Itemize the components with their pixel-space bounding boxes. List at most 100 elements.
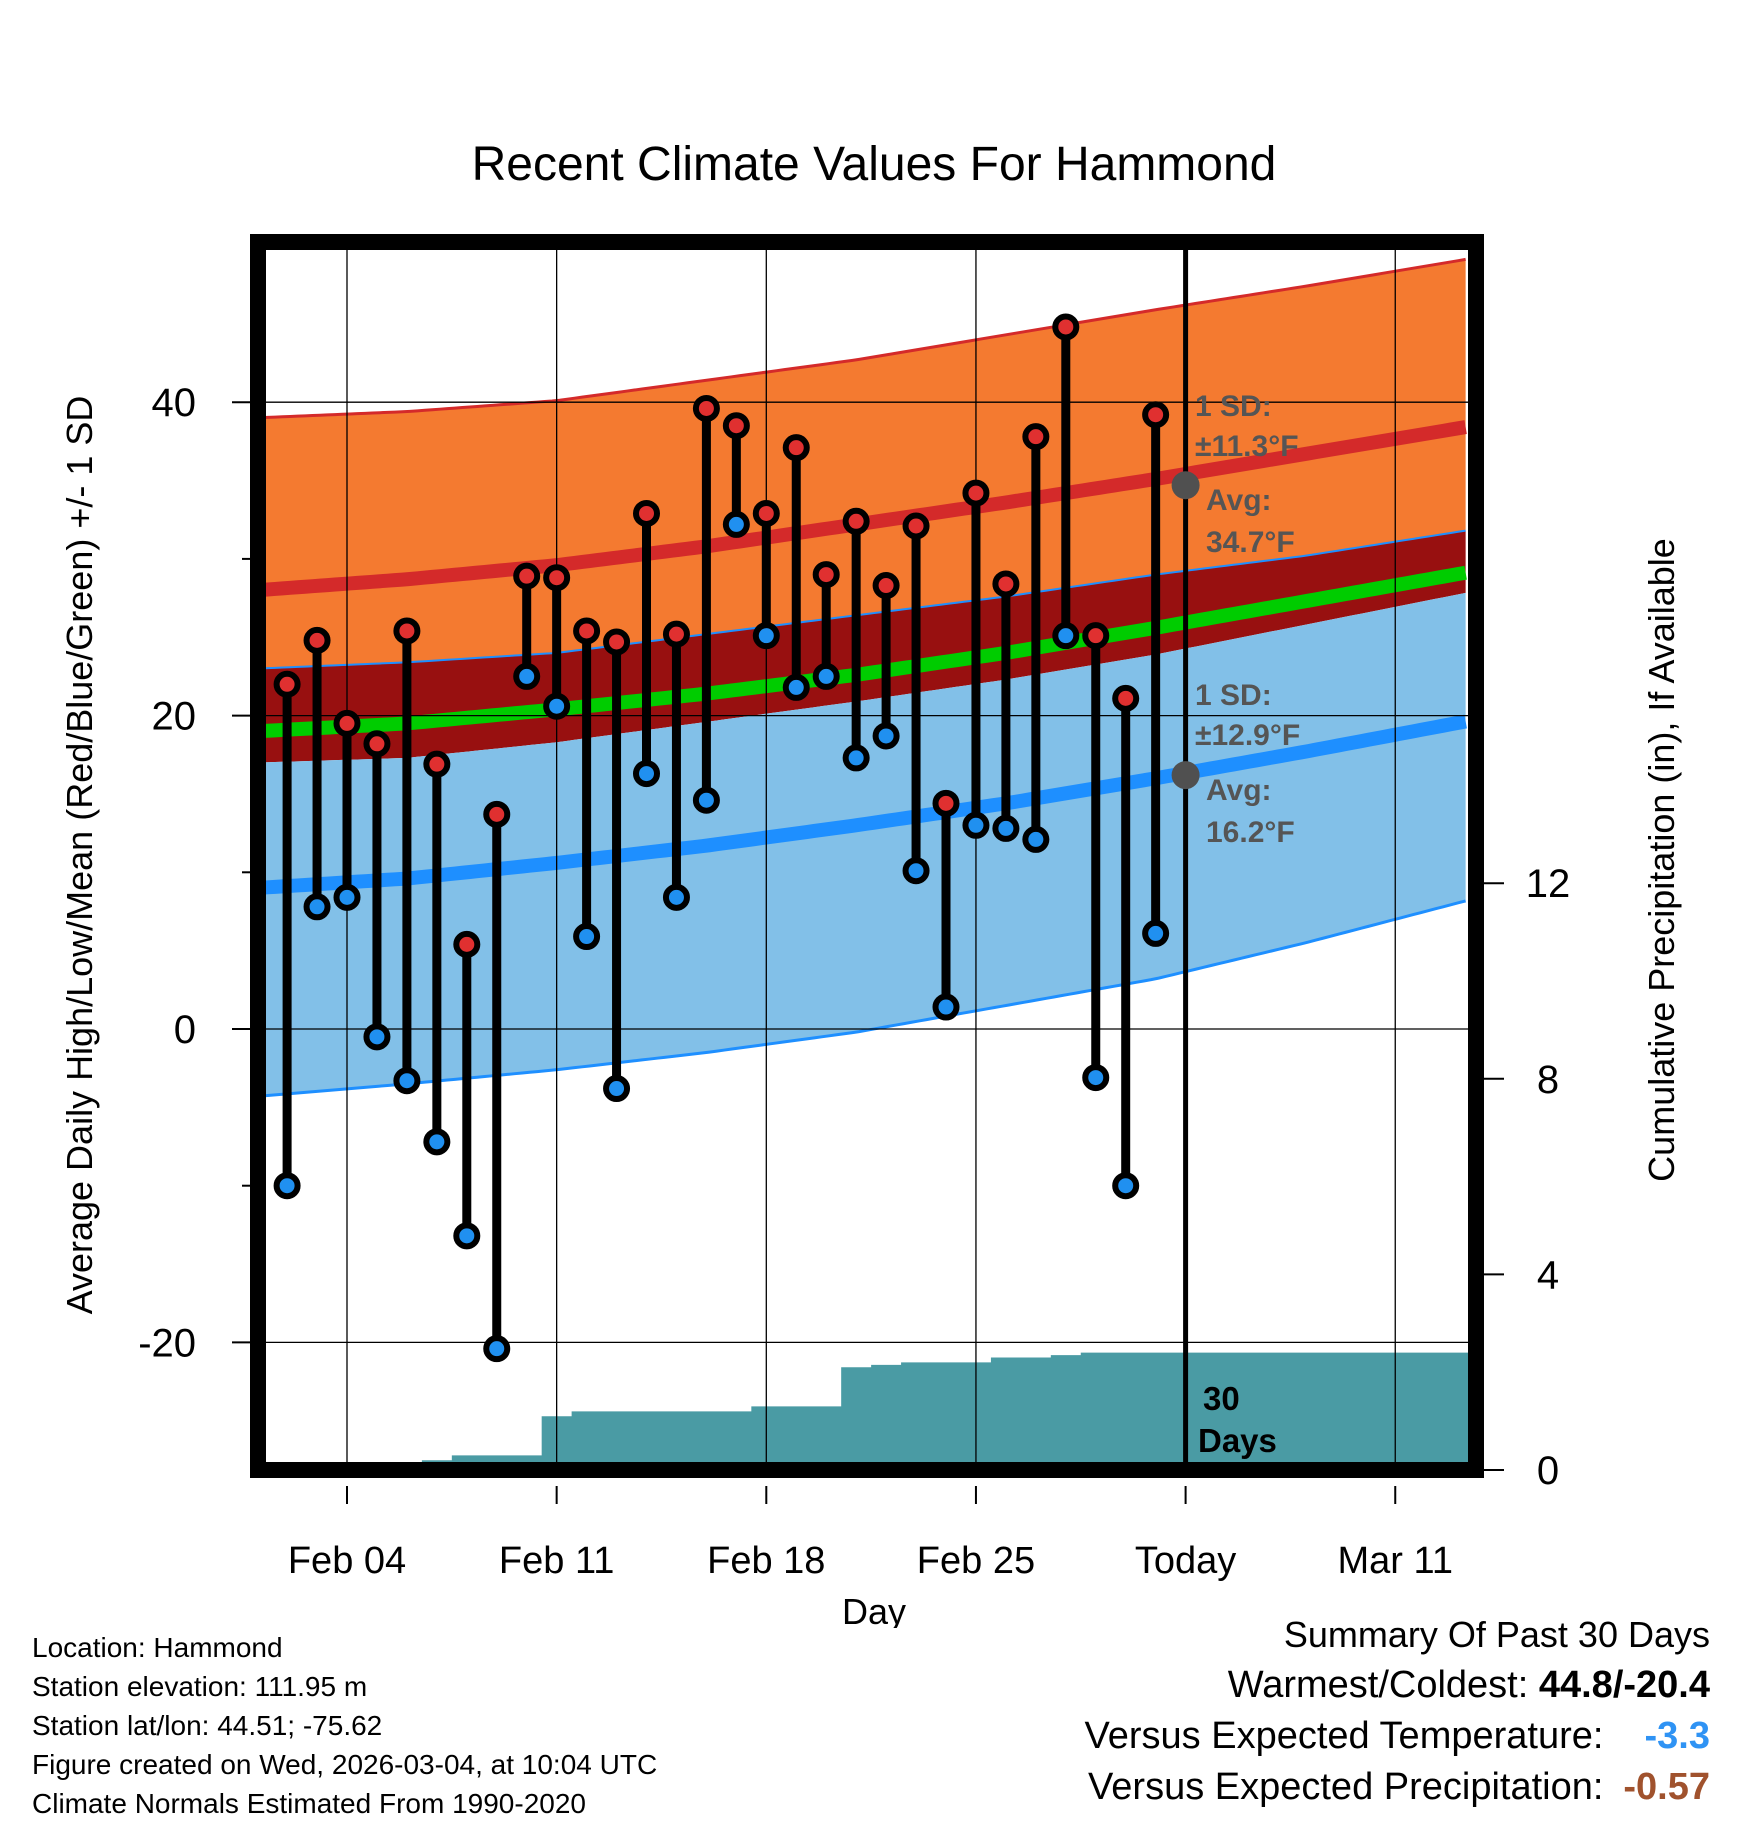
- x-tick-label: Feb 25: [917, 1540, 1035, 1582]
- high-point: [902, 512, 930, 540]
- low-normal-line: [259, 714, 1467, 895]
- low-point: [333, 883, 361, 911]
- high-point: [842, 507, 870, 535]
- high-point: [603, 628, 631, 656]
- y2-tick-label: 4: [1537, 1253, 1559, 1297]
- elevation-text: Station elevation: 111.95 m: [32, 1671, 368, 1702]
- low-point: [782, 673, 810, 701]
- x-tick-label: Mar 11: [1338, 1540, 1453, 1582]
- high-point: [1022, 423, 1050, 451]
- low-point: [513, 662, 541, 690]
- y2-tick-label: 0: [1537, 1449, 1559, 1493]
- summary-panel: Summary Of Past 30 Days Warmest/Coldest:…: [1085, 1610, 1710, 1813]
- high-point: [752, 499, 780, 527]
- low-point: [483, 1335, 511, 1363]
- summary-title: Summary Of Past 30 Days: [1283, 1614, 1710, 1655]
- y2-tick-label: 12: [1526, 862, 1571, 906]
- low-point: [1112, 1172, 1140, 1200]
- low-point: [752, 622, 780, 650]
- high-point: [333, 709, 361, 737]
- high-point: [633, 499, 660, 527]
- high-point: [393, 617, 421, 645]
- high-point: [1112, 684, 1140, 712]
- high-point: [662, 620, 690, 648]
- low-point: [423, 1128, 451, 1156]
- high-point: [812, 561, 840, 589]
- low-avg-point: [1171, 761, 1200, 790]
- high-avg-value: 34.7°F: [1206, 526, 1295, 559]
- high-point: [363, 730, 391, 758]
- x-tick-label: Feb 18: [707, 1540, 825, 1582]
- high-point: [782, 434, 810, 462]
- high-point: [692, 394, 720, 422]
- low-point: [812, 662, 840, 690]
- low-avg-value: 16.2°F: [1206, 816, 1295, 849]
- low-sd-band: [260, 592, 1466, 1097]
- chart-title: Recent Climate Values For Hammond: [472, 138, 1277, 191]
- high-point: [1142, 401, 1170, 429]
- low-point: [1052, 622, 1080, 650]
- y-axis-label: Average Daily High/Low/Mean (Red/Blue/Gr…: [59, 396, 100, 1315]
- y-tick-label: 40: [152, 381, 197, 425]
- low-point: [543, 692, 571, 720]
- low-point: [722, 510, 750, 538]
- precipitation-area: [260, 1352, 1471, 1470]
- high-point: [273, 670, 301, 698]
- warmest-value: 44.8/-20.4: [1538, 1664, 1710, 1706]
- location-text: Location: Hammond: [32, 1632, 283, 1663]
- low-point: [363, 1023, 391, 1051]
- low-point: [902, 857, 930, 885]
- x-tick-label: Today: [1135, 1540, 1236, 1582]
- warmest-coldest-row: Warmest/Coldest: 44.8/-20.4: [1085, 1660, 1710, 1711]
- low-point: [573, 923, 601, 951]
- y-tick-label: 20: [152, 695, 197, 739]
- low-point: [603, 1075, 631, 1103]
- high-point: [872, 572, 900, 600]
- created-text: Figure created on Wed, 2026-03-04, at 10…: [32, 1749, 658, 1780]
- low-point: [273, 1172, 301, 1200]
- x-tick-label: Feb 04: [288, 1540, 406, 1582]
- low-point: [932, 993, 960, 1021]
- high-point: [932, 789, 960, 817]
- temp-vs-expected-row: Versus Expected Temperature: -3.3: [1085, 1711, 1710, 1762]
- high-avg-point: [1171, 471, 1200, 500]
- high-point: [573, 617, 601, 645]
- warmest-label: Warmest/Coldest:: [1227, 1664, 1529, 1706]
- low-point: [633, 760, 660, 788]
- low-point: [872, 722, 900, 750]
- low-point: [1142, 919, 1170, 947]
- precip-vs-expected-value: -0.57: [1623, 1766, 1710, 1808]
- plot-frame: [250, 234, 1484, 1478]
- low-point: [1082, 1064, 1110, 1092]
- annotations: 1 SD: ±11.3°F Avg: 34.7°F 1 SD: ±12.9°F …: [1195, 390, 1300, 1459]
- x-axis-label: Day: [842, 1591, 906, 1628]
- high-sd-value: ±11.3°F: [1195, 430, 1299, 463]
- precipitation-fill: [260, 1352, 1471, 1470]
- high-point: [722, 412, 750, 440]
- high-upper-line: [260, 257, 1466, 420]
- days-label-text: Days: [1198, 1422, 1277, 1459]
- high-point: [423, 750, 451, 778]
- precip-vs-expected-label: Versus Expected Precipitation:: [1088, 1766, 1604, 1808]
- high-point: [992, 570, 1020, 598]
- low-point: [842, 744, 870, 772]
- high-point: [1082, 622, 1110, 650]
- precip-vs-expected-row: Versus Expected Precipitation: -0.57: [1085, 1762, 1710, 1813]
- high-point: [1052, 313, 1080, 341]
- daily-temperatures: [273, 313, 1200, 1363]
- high-avg-title: Avg:: [1206, 484, 1272, 517]
- low-sd-value: ±12.9°F: [1195, 719, 1300, 752]
- normals-text: Climate Normals Estimated From 1990-2020: [32, 1788, 586, 1819]
- low-point: [453, 1222, 481, 1250]
- high-lower-line: [260, 529, 1466, 670]
- low-sd-title: 1 SD:: [1195, 679, 1272, 712]
- axes: -20 0 20 40 0 4 8 12 Feb 04 Feb 11 Feb 18 Feb 25 Tod…: [138, 381, 1570, 1582]
- y2-axis-label: Cumulative Precipitation (in), If Availa…: [1641, 538, 1682, 1182]
- days-label-number: 30: [1203, 1380, 1240, 1417]
- high-point: [453, 930, 481, 958]
- temp-vs-expected-value: -3.3: [1644, 1715, 1710, 1757]
- high-point: [962, 479, 990, 507]
- y2-tick-label: 8: [1537, 1058, 1559, 1102]
- climate-chart: Recent Climate Values For Hammond 1 SD: …: [59, 138, 1682, 1628]
- high-point: [543, 564, 571, 592]
